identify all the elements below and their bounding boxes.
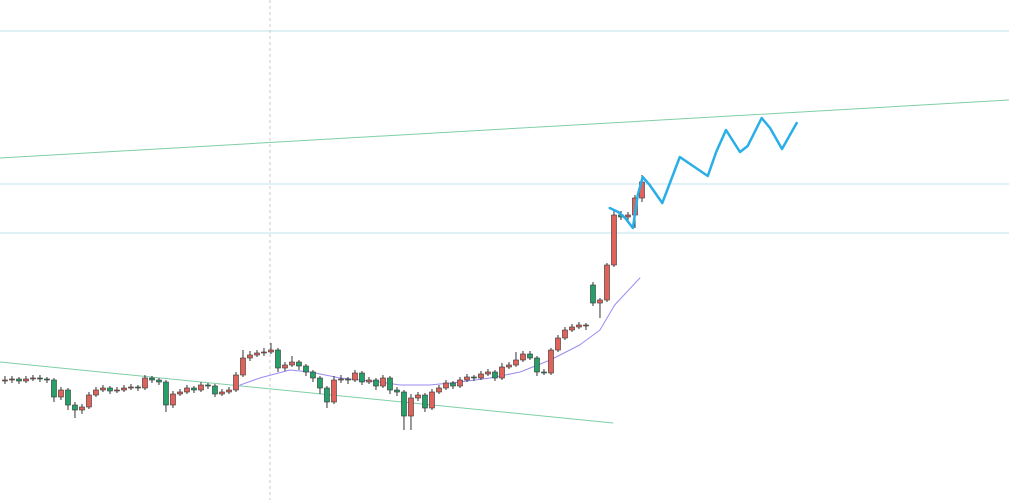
- candle-body: [16, 378, 22, 382]
- candle-body: [128, 386, 134, 389]
- drawing-line: [608, 116, 798, 230]
- candle-body: [156, 379, 162, 383]
- candle-body: [569, 326, 575, 331]
- candle-body: [373, 379, 379, 387]
- drawing-line: [0, 99, 1009, 159]
- candle-body: [534, 357, 540, 373]
- candle-body: [30, 377, 36, 380]
- candle-body: [121, 387, 127, 391]
- candle-body: [499, 366, 505, 379]
- candle-body: [401, 391, 407, 417]
- candle-body: [184, 387, 190, 393]
- candle-body: [142, 377, 148, 389]
- candle-body: [562, 329, 568, 339]
- candle-body: [233, 374, 239, 391]
- candle-body: [464, 376, 470, 381]
- candle-body: [198, 384, 204, 391]
- candle-body: [240, 357, 246, 376]
- candle-body: [548, 349, 554, 374]
- candle-body: [527, 353, 533, 359]
- candle-body: [51, 379, 57, 398]
- candle-body: [485, 371, 491, 375]
- candle-body: [352, 372, 358, 381]
- candle-body: [163, 381, 169, 406]
- candle-body: [58, 389, 64, 398]
- candle-body: [149, 377, 155, 381]
- candle-body: [317, 377, 323, 389]
- candle-body: [387, 377, 393, 391]
- candle-body: [282, 364, 288, 369]
- candle-body: [520, 353, 526, 361]
- candle-body: [513, 359, 519, 366]
- candle-body: [429, 391, 435, 409]
- candle-body: [296, 361, 302, 367]
- candle-body: [268, 349, 274, 353]
- candle-body: [177, 391, 183, 395]
- candle-body: [247, 354, 253, 359]
- candle-body: [590, 284, 596, 304]
- candle-body: [135, 386, 141, 389]
- drawing-line: [0, 361, 614, 424]
- candle-body: [492, 371, 498, 379]
- candle-body: [450, 382, 456, 387]
- candle-body: [310, 371, 316, 379]
- candle-body: [331, 379, 337, 403]
- candle-body: [338, 378, 344, 381]
- candle-body: [408, 397, 414, 417]
- candle-body: [394, 389, 400, 393]
- candle-body: [625, 214, 631, 218]
- candle-body: [289, 361, 295, 366]
- candle-body: [415, 394, 421, 399]
- candle-body: [604, 264, 610, 301]
- candle-body: [324, 387, 330, 403]
- candle-body: [478, 373, 484, 379]
- candle-body: [583, 324, 589, 327]
- candle-body: [303, 365, 309, 373]
- candle-body: [79, 406, 85, 411]
- candle-body: [471, 376, 477, 379]
- candle-body: [380, 377, 386, 387]
- candle-body: [254, 352, 260, 356]
- drawing-line: [239, 277, 641, 386]
- candle-body: [422, 394, 428, 409]
- candle-body: [170, 393, 176, 406]
- candle-body: [23, 378, 29, 382]
- candle-body: [226, 389, 232, 393]
- candle-body: [261, 351, 267, 354]
- candle-body: [191, 387, 197, 391]
- candle-body: [114, 389, 120, 392]
- candle-body: [576, 324, 582, 328]
- candle-body: [93, 389, 99, 396]
- candle-body: [86, 394, 92, 408]
- candle-body: [37, 377, 43, 380]
- candle-body: [65, 389, 71, 406]
- candle-body: [212, 385, 218, 395]
- candle-body: [443, 382, 449, 389]
- candle-body: [219, 391, 225, 395]
- candle-body: [9, 378, 15, 381]
- candle-body: [359, 372, 365, 383]
- candle-body: [555, 337, 561, 351]
- candle-body: [2, 379, 8, 382]
- candle-body: [436, 387, 442, 393]
- candle-body: [457, 379, 463, 387]
- candle-body: [506, 364, 512, 368]
- candle-body: [107, 387, 113, 392]
- candle-body: [366, 379, 372, 383]
- candle-body: [205, 384, 211, 387]
- candle-body: [44, 378, 50, 381]
- candle-body: [275, 349, 281, 369]
- candle-body: [611, 214, 617, 266]
- candle-body: [345, 378, 351, 381]
- candle-body: [72, 404, 78, 411]
- candle-body: [100, 387, 106, 391]
- candle-body: [597, 299, 603, 304]
- candle-body: [541, 371, 547, 374]
